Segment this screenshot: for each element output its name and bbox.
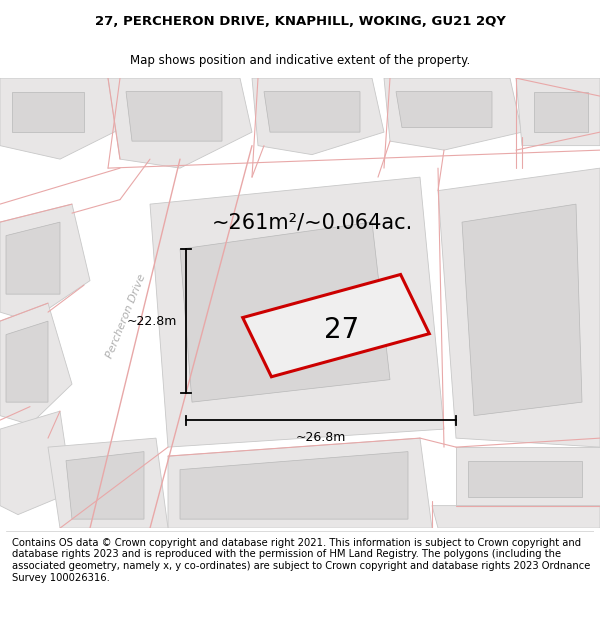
Polygon shape bbox=[0, 204, 90, 321]
Polygon shape bbox=[0, 78, 132, 159]
Polygon shape bbox=[456, 447, 600, 506]
Polygon shape bbox=[66, 452, 144, 519]
Polygon shape bbox=[243, 274, 429, 377]
Polygon shape bbox=[534, 92, 588, 132]
Polygon shape bbox=[462, 204, 582, 416]
Polygon shape bbox=[264, 92, 360, 132]
Polygon shape bbox=[0, 303, 72, 424]
Text: ~26.8m: ~26.8m bbox=[296, 431, 346, 444]
Polygon shape bbox=[252, 78, 384, 154]
Polygon shape bbox=[126, 92, 222, 141]
Polygon shape bbox=[0, 411, 72, 514]
Polygon shape bbox=[516, 78, 600, 146]
Polygon shape bbox=[438, 168, 600, 447]
Polygon shape bbox=[180, 452, 408, 519]
Polygon shape bbox=[396, 92, 492, 128]
Text: Map shows position and indicative extent of the property.: Map shows position and indicative extent… bbox=[130, 54, 470, 68]
Polygon shape bbox=[384, 78, 522, 150]
Polygon shape bbox=[432, 506, 600, 528]
Text: ~22.8m: ~22.8m bbox=[127, 314, 177, 328]
Polygon shape bbox=[6, 222, 60, 294]
Text: ~261m²/~0.064ac.: ~261m²/~0.064ac. bbox=[211, 212, 413, 232]
Polygon shape bbox=[108, 78, 252, 168]
Text: Contains OS data © Crown copyright and database right 2021. This information is : Contains OS data © Crown copyright and d… bbox=[12, 538, 590, 582]
Text: 27: 27 bbox=[325, 316, 359, 344]
Polygon shape bbox=[12, 92, 84, 132]
Polygon shape bbox=[468, 461, 582, 497]
Text: Percheron Drive: Percheron Drive bbox=[104, 273, 148, 360]
Polygon shape bbox=[48, 438, 168, 528]
Polygon shape bbox=[168, 438, 432, 528]
Polygon shape bbox=[180, 222, 390, 402]
Text: 27, PERCHERON DRIVE, KNAPHILL, WOKING, GU21 2QY: 27, PERCHERON DRIVE, KNAPHILL, WOKING, G… bbox=[95, 16, 505, 28]
Polygon shape bbox=[6, 321, 48, 402]
Polygon shape bbox=[150, 177, 444, 447]
